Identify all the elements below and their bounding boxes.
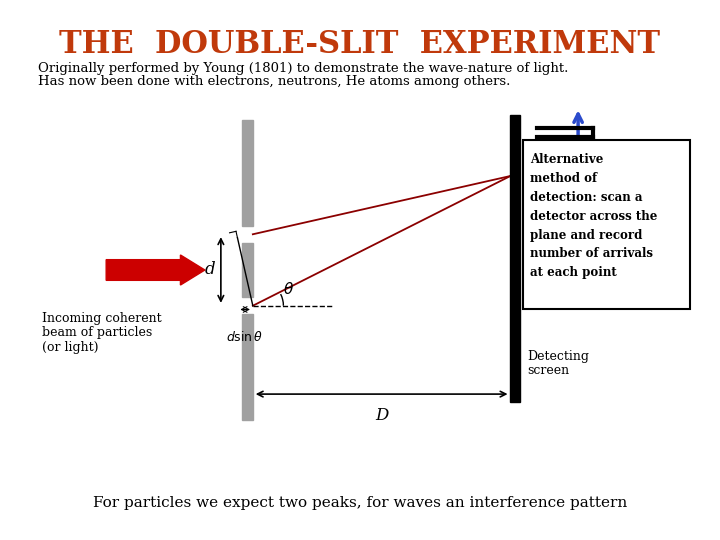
Text: (or light): (or light) — [42, 341, 99, 354]
Text: Incoming coherent: Incoming coherent — [42, 312, 162, 326]
Text: screen: screen — [527, 364, 570, 377]
Text: beam of particles: beam of particles — [42, 327, 153, 340]
Text: D: D — [375, 407, 388, 424]
Text: method of: method of — [530, 172, 598, 185]
Bar — [241, 119, 253, 226]
Text: Originally performed by Young (1801) to demonstrate the wave-nature of light.: Originally performed by Young (1801) to … — [38, 62, 569, 75]
Text: Detecting: Detecting — [527, 350, 590, 363]
Text: Alternative: Alternative — [530, 153, 603, 166]
Text: detector across the: detector across the — [530, 210, 657, 223]
Text: $d\sin\theta$: $d\sin\theta$ — [227, 330, 264, 344]
Bar — [523, 140, 690, 309]
Text: Has now been done with electrons, neutrons, He atoms among others.: Has now been done with electrons, neutro… — [38, 76, 511, 89]
Text: $\theta$: $\theta$ — [283, 281, 294, 297]
Bar — [510, 115, 520, 402]
Text: THE  DOUBLE-SLIT  EXPERIMENT: THE DOUBLE-SLIT EXPERIMENT — [60, 29, 660, 60]
Text: detection: scan a: detection: scan a — [530, 191, 643, 204]
Text: d: d — [204, 261, 215, 279]
Text: For particles we expect two peaks, for waves an interference pattern: For particles we expect two peaks, for w… — [93, 496, 627, 510]
Text: at each point: at each point — [530, 266, 617, 279]
Text: y: y — [536, 214, 546, 232]
Bar — [241, 243, 253, 297]
FancyArrow shape — [106, 255, 205, 285]
Text: plane and record: plane and record — [530, 228, 642, 241]
Text: number of arrivals: number of arrivals — [530, 247, 653, 260]
Bar — [241, 314, 253, 421]
